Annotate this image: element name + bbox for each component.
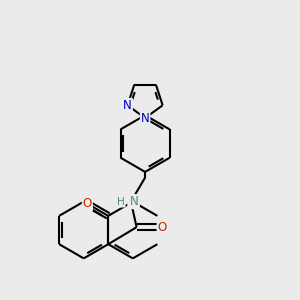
Text: N: N <box>123 99 132 112</box>
Text: N: N <box>141 112 149 124</box>
Text: O: O <box>158 221 167 234</box>
Text: H: H <box>117 197 125 207</box>
Text: O: O <box>128 195 137 208</box>
Text: N: N <box>130 195 139 208</box>
Text: O: O <box>83 197 92 210</box>
